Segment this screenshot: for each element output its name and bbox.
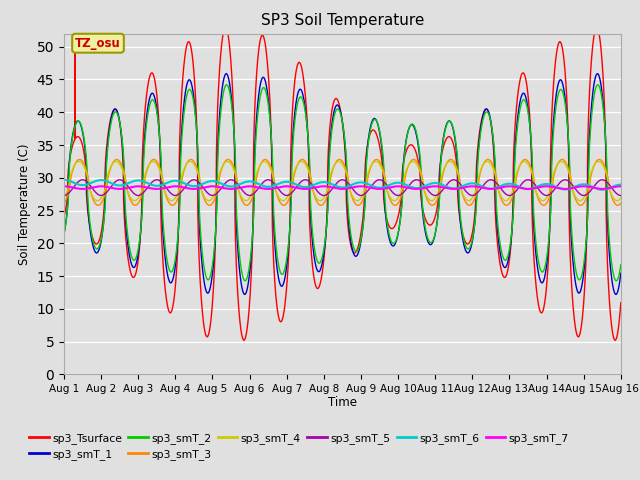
sp3_smT_3 (371, 157, 379, 163)
sp3_Tsurface (60, 214, 68, 219)
sp3_smT_5 (79, 177, 86, 182)
sp3_smT_7 (79, 186, 86, 192)
sp3_smT_1 (216, 117, 223, 122)
sp3_smT_6 (371, 184, 378, 190)
sp3_smT_5 (617, 192, 625, 198)
sp3_smT_4 (568, 185, 576, 191)
sp3_smT_6 (504, 181, 512, 187)
sp3_smT_3 (317, 203, 324, 208)
sp3_smT_3 (60, 201, 68, 206)
sp3_smT_1 (568, 243, 575, 249)
sp3_smT_5 (359, 192, 367, 198)
sp3_smT_7 (60, 183, 68, 189)
sp3_Tsurface (617, 300, 625, 306)
sp3_smT_4 (371, 159, 378, 165)
sp3_smT_5 (60, 192, 68, 198)
sp3_Tsurface (568, 285, 575, 291)
sp3_smT_3 (505, 202, 513, 207)
sp3_smT_6 (583, 182, 591, 188)
Y-axis label: Soil Temperature (C): Soil Temperature (C) (18, 143, 31, 265)
Line: sp3_smT_7: sp3_smT_7 (64, 186, 621, 189)
sp3_Tsurface (371, 128, 379, 134)
sp3_smT_7 (504, 183, 512, 189)
sp3_smT_2 (371, 117, 379, 122)
sp3_smT_6 (60, 177, 68, 182)
sp3_smT_2 (359, 226, 367, 232)
Line: sp3_smT_2: sp3_smT_2 (64, 85, 621, 281)
sp3_smT_3 (568, 184, 576, 190)
sp3_Tsurface (216, 72, 223, 77)
sp3_smT_1 (359, 227, 367, 232)
sp3_smT_2 (617, 262, 625, 268)
sp3_smT_3 (617, 201, 625, 206)
sp3_Tsurface (359, 217, 367, 223)
Text: TZ_osu: TZ_osu (75, 36, 121, 50)
sp3_Tsurface (221, 24, 229, 30)
sp3_smT_2 (241, 278, 249, 284)
sp3_smT_2 (584, 221, 591, 227)
sp3_smT_4 (216, 172, 223, 178)
sp3_smT_5 (371, 180, 379, 185)
sp3_smT_1 (60, 231, 68, 237)
X-axis label: Time: Time (328, 396, 357, 408)
Line: sp3_smT_6: sp3_smT_6 (64, 180, 621, 190)
sp3_smT_6 (216, 180, 223, 186)
sp3_smT_2 (568, 230, 575, 236)
sp3_smT_6 (598, 187, 606, 192)
sp3_smT_5 (504, 192, 512, 198)
sp3_smT_4 (60, 195, 68, 201)
Legend: sp3_Tsurface, sp3_smT_1, sp3_smT_2, sp3_smT_3, sp3_smT_4, sp3_smT_5, sp3_smT_6, : sp3_Tsurface, sp3_smT_1, sp3_smT_2, sp3_… (25, 429, 573, 465)
sp3_smT_5 (568, 181, 575, 187)
sp3_smT_1 (617, 270, 625, 276)
sp3_smT_7 (371, 186, 379, 192)
sp3_smT_1 (504, 257, 512, 263)
sp3_smT_4 (390, 198, 398, 204)
sp3_smT_1 (584, 219, 591, 225)
Line: sp3_smT_4: sp3_smT_4 (64, 161, 621, 201)
sp3_smT_6 (568, 185, 575, 191)
Line: sp3_Tsurface: sp3_Tsurface (64, 27, 621, 340)
sp3_smT_6 (358, 180, 366, 185)
sp3_smT_5 (216, 188, 223, 193)
sp3_smT_7 (584, 184, 591, 190)
sp3_smT_7 (617, 183, 625, 189)
sp3_smT_2 (60, 230, 68, 236)
sp3_smT_7 (359, 183, 367, 189)
sp3_smT_2 (504, 252, 512, 257)
sp3_smT_2 (216, 128, 223, 133)
sp3_smT_3 (335, 156, 343, 162)
sp3_smT_6 (617, 182, 625, 188)
sp3_smT_3 (584, 192, 591, 197)
sp3_smT_4 (617, 195, 625, 201)
Line: sp3_smT_1: sp3_smT_1 (64, 73, 621, 294)
sp3_smT_3 (359, 197, 367, 203)
sp3_smT_4 (584, 186, 591, 192)
Line: sp3_smT_5: sp3_smT_5 (64, 180, 621, 195)
sp3_smT_1 (222, 71, 230, 76)
sp3_smT_7 (216, 184, 223, 190)
sp3_Tsurface (504, 264, 512, 270)
sp3_Tsurface (611, 337, 619, 343)
sp3_smT_4 (505, 196, 513, 202)
sp3_smT_2 (594, 82, 602, 88)
sp3_smT_5 (584, 191, 591, 197)
sp3_smT_1 (612, 291, 620, 297)
sp3_Tsurface (584, 204, 591, 209)
sp3_smT_3 (216, 176, 223, 181)
sp3_smT_7 (568, 185, 575, 191)
Line: sp3_smT_3: sp3_smT_3 (64, 159, 621, 205)
sp3_smT_4 (358, 192, 366, 198)
sp3_smT_4 (409, 158, 417, 164)
sp3_smT_1 (371, 116, 379, 121)
Title: SP3 Soil Temperature: SP3 Soil Temperature (260, 13, 424, 28)
